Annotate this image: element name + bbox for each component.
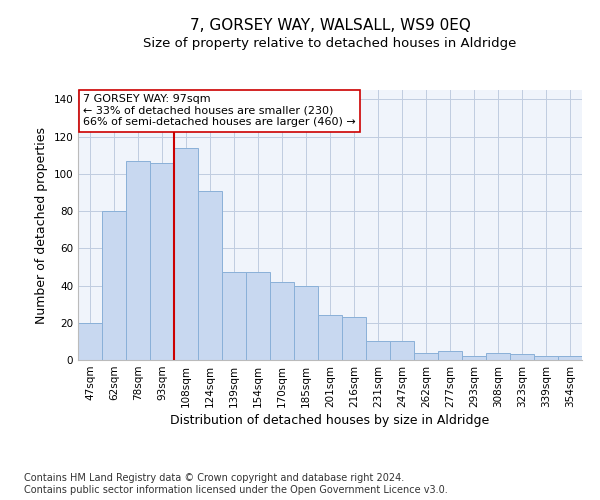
Bar: [222, 272, 246, 360]
Bar: [150, 162, 174, 360]
Bar: [558, 356, 582, 360]
Text: 7 GORSEY WAY: 97sqm
← 33% of detached houses are smaller (230)
66% of semi-detac: 7 GORSEY WAY: 97sqm ← 33% of detached ho…: [83, 94, 356, 127]
Bar: [486, 352, 510, 360]
Bar: [438, 350, 462, 360]
Y-axis label: Number of detached properties: Number of detached properties: [35, 126, 48, 324]
Bar: [342, 317, 366, 360]
Bar: [414, 352, 438, 360]
Bar: [246, 272, 270, 360]
Text: Size of property relative to detached houses in Aldridge: Size of property relative to detached ho…: [143, 38, 517, 51]
Bar: [102, 211, 126, 360]
Bar: [126, 161, 150, 360]
Bar: [462, 356, 486, 360]
Bar: [390, 342, 414, 360]
Bar: [294, 286, 318, 360]
Text: Contains HM Land Registry data © Crown copyright and database right 2024.
Contai: Contains HM Land Registry data © Crown c…: [24, 474, 448, 495]
Bar: [510, 354, 534, 360]
Bar: [270, 282, 294, 360]
Bar: [318, 316, 342, 360]
Text: 7, GORSEY WAY, WALSALL, WS9 0EQ: 7, GORSEY WAY, WALSALL, WS9 0EQ: [190, 18, 470, 32]
Bar: [78, 323, 102, 360]
Bar: [366, 342, 390, 360]
Bar: [534, 356, 558, 360]
Bar: [174, 148, 198, 360]
X-axis label: Distribution of detached houses by size in Aldridge: Distribution of detached houses by size …: [170, 414, 490, 427]
Bar: [198, 190, 222, 360]
